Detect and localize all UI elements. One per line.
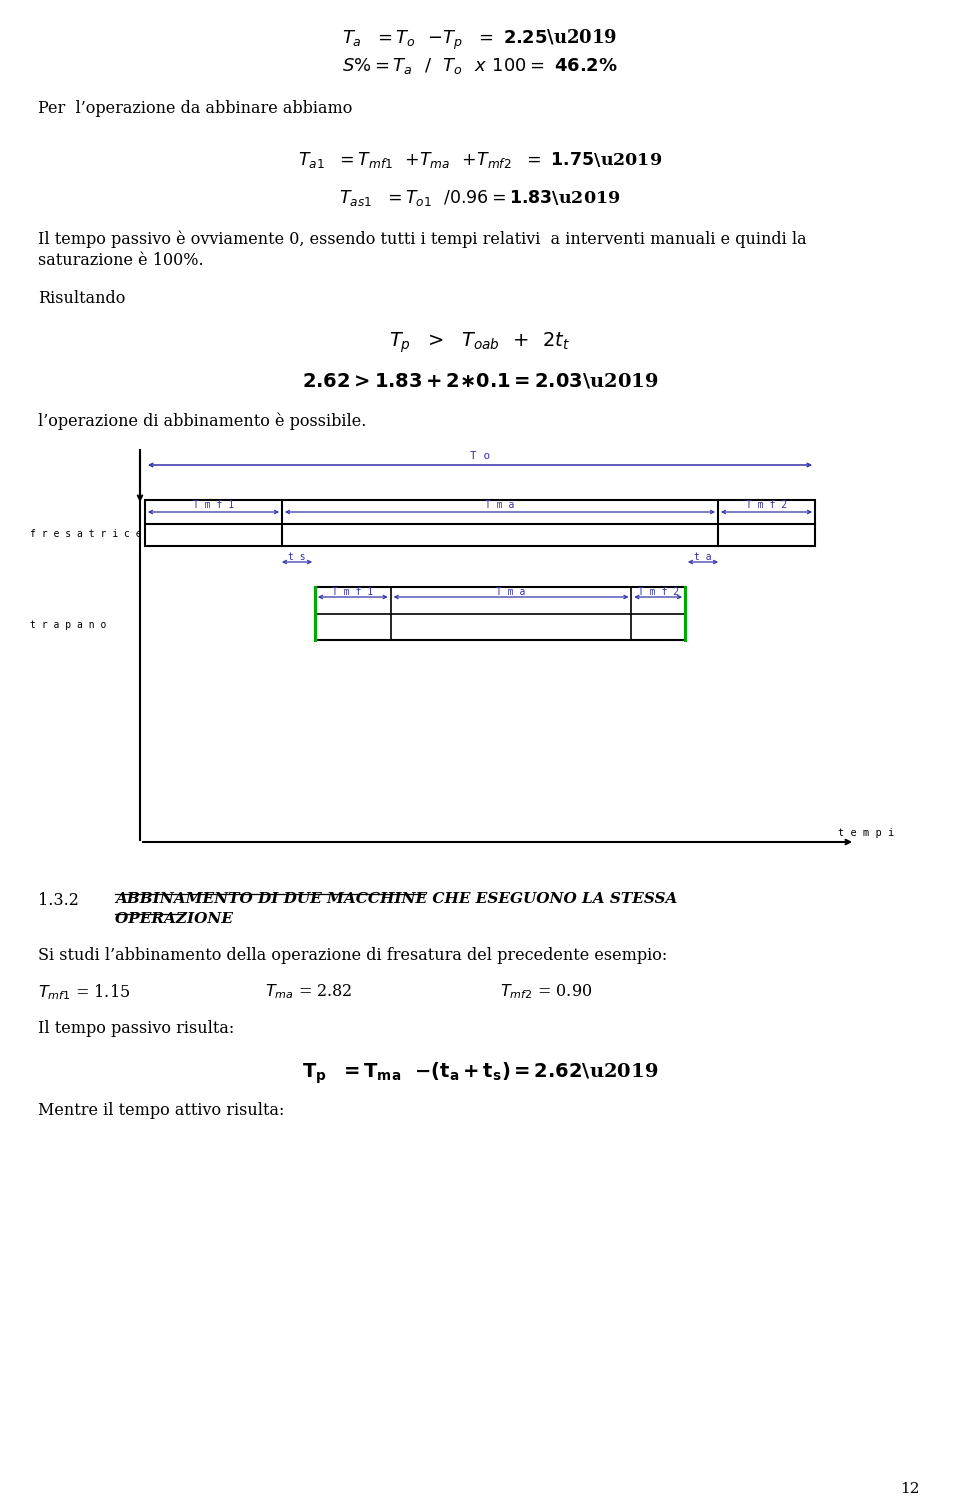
Text: T m f 2: T m f 2 [637, 587, 679, 597]
Text: f r e s a t r i c e: f r e s a t r i c e [30, 528, 142, 539]
Text: t e m p i: t e m p i [838, 828, 895, 838]
Text: $\mathbf{2.62 > 1.83 + 2{\ast}0.1 = 2.03}$\u2019: $\mathbf{2.62 > 1.83 + 2{\ast}0.1 = 2.03… [301, 372, 659, 391]
Text: OPERAZIONE: OPERAZIONE [115, 912, 238, 926]
Text: T m f 1: T m f 1 [193, 500, 234, 510]
Text: Mentre il tempo attivo risulta:: Mentre il tempo attivo risulta: [38, 1102, 284, 1120]
Text: $T_p$  $>$  $T_{oab}$  $+$  $2t_t$: $T_p$ $>$ $T_{oab}$ $+$ $2t_t$ [390, 330, 570, 355]
Text: $T_{a1}$  $= T_{mf1}$  $+ T_{ma}$  $+ T_{mf2}$  $=$ $\mathbf{1.75}$\u2019: $T_{a1}$ $= T_{mf1}$ $+ T_{ma}$ $+ T_{mf… [298, 150, 662, 170]
Text: Risultando: Risultando [38, 290, 126, 307]
Text: T o: T o [469, 452, 491, 461]
Text: $S\% = T_a$  $/$  $T_o$  $x$ $100 =$ $\mathbf{46.2\%}$: $S\% = T_a$ $/$ $T_o$ $x$ $100 =$ $\math… [343, 56, 617, 75]
Text: $T_{mf2}$ = 0.90: $T_{mf2}$ = 0.90 [500, 981, 592, 1001]
Text: $\mathbf{T_p}$  $\mathbf{= T_{ma}}$  $\mathbf{-(t_a + t_s) = 2.62}$\u2019: $\mathbf{T_p}$ $\mathbf{= T_{ma}}$ $\mat… [301, 1060, 659, 1085]
Bar [315, 587, 685, 640]
Text: t r a p a n o: t r a p a n o [30, 620, 107, 629]
Text: 1.3.2: 1.3.2 [38, 892, 79, 909]
Text: t s: t s [288, 552, 306, 561]
Text: l’operazione di abbinamento è possibile.: l’operazione di abbinamento è possibile. [38, 412, 367, 429]
Text: T m f 1: T m f 1 [332, 587, 373, 597]
Text: $T_a$  $= T_o$  $- T_p$  $=$ $\mathbf{2.25}$\u2019: $T_a$ $= T_o$ $- T_p$ $=$ $\mathbf{2.25}… [343, 29, 617, 53]
Text: $T_{ma}$ = 2.82: $T_{ma}$ = 2.82 [265, 981, 352, 1001]
Text: Per  l’operazione da abbinare abbiamo: Per l’operazione da abbinare abbiamo [38, 99, 352, 117]
Text: ABBINAMENTO DI DUE MACCHINE CHE ESEGUONO LA STESSA: ABBINAMENTO DI DUE MACCHINE CHE ESEGUONO… [115, 892, 678, 906]
Text: T m f 2: T m f 2 [746, 500, 787, 510]
Text: saturazione è 100%.: saturazione è 100%. [38, 251, 204, 269]
Text: T m a: T m a [486, 500, 515, 510]
Text: Si studi l’abbinamento della operazione di fresatura del precedente esempio:: Si studi l’abbinamento della operazione … [38, 947, 667, 965]
Text: T m a: T m a [496, 587, 526, 597]
Text: Il tempo passivo è ovviamente 0, essendo tutti i tempi relativi  a interventi ma: Il tempo passivo è ovviamente 0, essendo… [38, 230, 806, 247]
Text: t a: t a [694, 552, 711, 561]
Text: 12: 12 [900, 1482, 920, 1496]
Bar [145, 500, 815, 546]
Text: Il tempo passivo risulta:: Il tempo passivo risulta: [38, 1020, 234, 1037]
Text: $T_{mf1}$ = 1.15: $T_{mf1}$ = 1.15 [38, 981, 131, 1002]
Text: $T_{as1}$  $= T_{o1}$  $/ 0.96 =\mathbf{1.83}$\u2019: $T_{as1}$ $= T_{o1}$ $/ 0.96 =\mathbf{1.… [339, 188, 621, 208]
